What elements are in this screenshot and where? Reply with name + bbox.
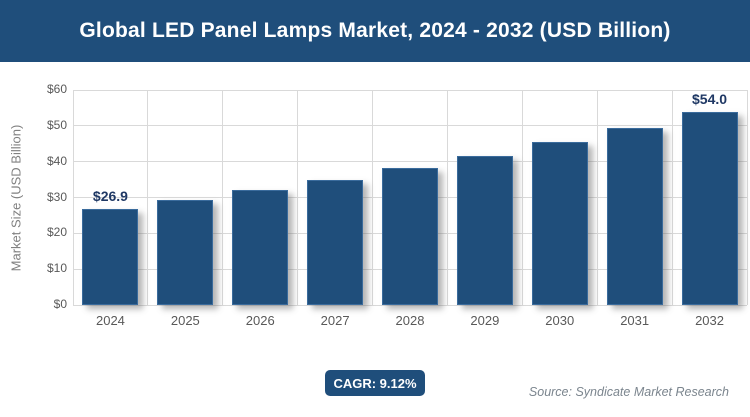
bar — [157, 199, 214, 305]
x-tick-label: 2026 — [245, 313, 275, 328]
y-tick-label: $30 — [46, 189, 67, 204]
gridline-vertical — [746, 90, 748, 305]
bar — [606, 127, 663, 305]
bar — [232, 190, 289, 305]
x-tick-label: 2030 — [545, 313, 575, 328]
x-tick-label: 2027 — [320, 313, 350, 328]
x-tick-label: 2032 — [695, 313, 724, 328]
bar — [307, 179, 364, 305]
gridline-vertical — [596, 90, 598, 305]
plot-area: $0 $10 $20 $30 $40 $50 $60 $26.9 2024 2025 2026 202… — [47, 82, 748, 328]
x-tick-label: 2028 — [395, 313, 425, 328]
gridline-horizontal — [73, 161, 747, 163]
gridline-vertical — [372, 90, 374, 305]
y-tick-label: $0 — [53, 297, 67, 311]
source-text: Source: Syndicate Market Research — [528, 385, 729, 399]
bar — [531, 142, 588, 305]
x-tick-label: 2024 — [95, 313, 125, 328]
y-axis-title: Market Size (USD Billion) — [8, 124, 24, 272]
x-tick-label: 2029 — [470, 313, 500, 328]
gridline-vertical — [521, 90, 523, 305]
y-tick-label: $10 — [46, 261, 67, 276]
y-tick-label: $20 — [46, 225, 67, 240]
bar-value-label: $54.0 — [692, 90, 728, 107]
y-tick-label: $60 — [46, 82, 67, 96]
bar — [82, 208, 139, 305]
gridline-vertical — [72, 90, 74, 305]
gridline-vertical — [297, 90, 299, 305]
bar — [681, 111, 738, 305]
bar — [456, 155, 513, 305]
cagr-badge: CAGR: 9.12% — [325, 370, 425, 396]
gridline-horizontal — [73, 125, 747, 127]
bar-value-label: $26.9 — [92, 187, 128, 204]
gridline-horizontal — [73, 304, 747, 306]
chart-title: Global LED Panel Lamps Market, 2024 - 20… — [79, 19, 671, 42]
gridline-horizontal — [73, 89, 747, 91]
x-tick-label: 2025 — [170, 313, 200, 328]
gridline-vertical — [671, 90, 673, 305]
x-tick-label: 2031 — [620, 313, 650, 328]
title-banner: Global LED Panel Lamps Market, 2024 - 20… — [0, 0, 750, 62]
gridline-vertical — [222, 90, 224, 305]
gridline-vertical — [147, 90, 149, 305]
y-tick-label: $50 — [46, 117, 67, 132]
gridline-vertical — [446, 90, 448, 305]
y-tick-label: $40 — [46, 153, 67, 168]
bar — [382, 168, 438, 305]
